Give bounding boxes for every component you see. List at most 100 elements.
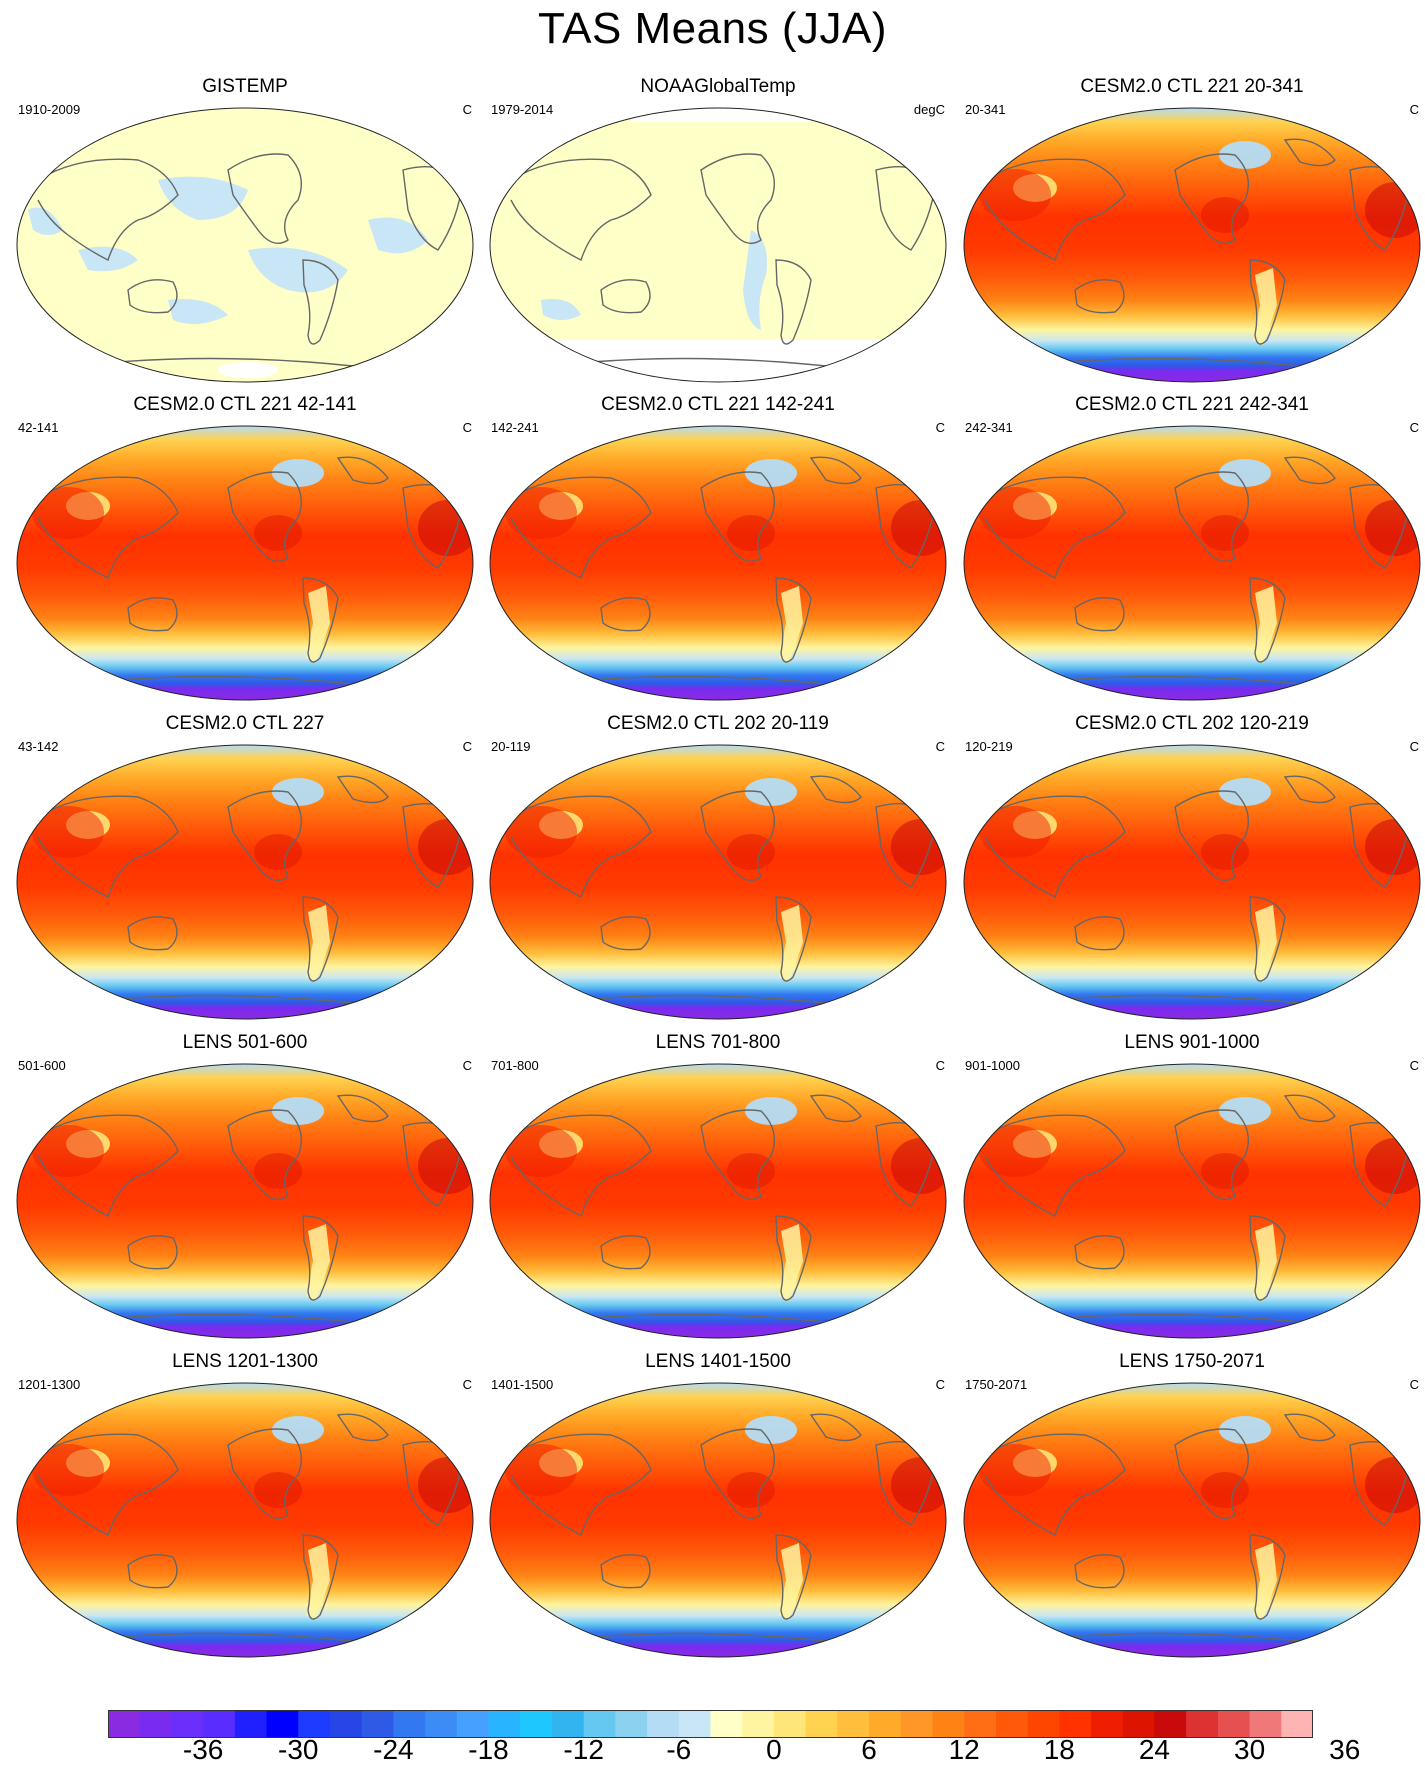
world-map [16,425,474,701]
panel-units: C [1409,102,1419,117]
colorbar-tick-label: 12 [948,1734,980,1765]
panel-period: 20-341 [965,102,1006,117]
panel-title: LENS 1750-2071 [1119,1351,1265,1372]
panel-period: 42-141 [18,420,59,435]
panel-period: 1201-1300 [18,1377,81,1392]
map-border [489,425,947,701]
map-field [17,108,473,382]
colorbar-swatch [710,1710,743,1738]
map-field [17,1064,473,1338]
panel-units: C [1409,420,1419,435]
panel-period: 142-241 [491,420,539,435]
colorbar-swatch [869,1710,902,1738]
panel-period: 1979-2014 [491,102,554,117]
map-border [16,425,474,701]
map-panel: LENS 1201-1300 1201-1300 C [8,1349,482,1658]
panel-title: NOAAGlobalTemp [640,76,796,97]
panel-title: CESM2.0 CTL 221 142-241 [601,394,835,415]
map-panel: CESM2.0 CTL 221 20-341 20-341 C [955,74,1425,383]
world-map [963,107,1421,383]
world-map [489,1382,947,1658]
panel-units: C [935,1058,945,1073]
colorbar-swatch [108,1710,141,1738]
map-panel: CESM2.0 CTL 221 42-141 42-141 C [8,392,482,701]
colorbar-swatch [995,1710,1029,1738]
world-map [963,1063,1421,1339]
map-field [964,426,1420,700]
panel-title: CESM2.0 CTL 221 20-341 [1080,76,1304,97]
map-border [16,1063,474,1339]
colorbar-swatch [583,1710,616,1738]
panel-period: 1401-1500 [491,1377,554,1392]
map-border [963,1382,1421,1658]
panel-units: C [462,739,472,754]
panel-period: 1750-2071 [965,1377,1028,1392]
panel-title: CESM2.0 CTL 202 120-219 [1075,713,1309,734]
map-field [490,1383,946,1657]
colorbar-swatch [1059,1710,1092,1738]
colorbar-swatch [425,1710,458,1738]
panel-units: C [1409,1058,1419,1073]
panel-title: LENS 501-600 [182,1032,308,1053]
panel-units: C [462,420,472,435]
map-field [964,108,1420,382]
panel-period: 701-800 [491,1058,539,1073]
colorbar-swatch [171,1710,204,1738]
map-border [489,1063,947,1339]
panel-title: CESM2.0 CTL 221 42-141 [133,394,357,415]
colorbar-swatch [361,1710,394,1738]
colorbar-swatch [742,1710,775,1738]
map-border [963,744,1421,1020]
colorbar-swatch [1027,1710,1060,1738]
map-field [17,1383,473,1657]
panel-units: C [935,420,945,435]
map-border [963,1063,1421,1339]
panel-units: degC [913,102,945,117]
colorbar-swatch [1154,1710,1187,1738]
map-border [489,107,947,383]
colorbar-swatch [932,1710,965,1738]
panel-title: GISTEMP [202,76,288,97]
map-border [489,744,947,1020]
panel-title: LENS 901-1000 [1124,1032,1260,1053]
colorbar-tick-label: 24 [1138,1734,1171,1765]
colorbar-swatch [266,1710,299,1738]
panel-units: C [1409,1377,1419,1392]
map-border [963,107,1421,383]
panel-period: 1910-2009 [18,102,81,117]
colorbar-tick-label: 18 [1043,1734,1075,1765]
colorbar-swatch [520,1710,553,1738]
colorbar-swatch [234,1710,268,1738]
map-border [16,107,474,383]
colorbar-swatch [1186,1710,1219,1738]
colorbar-swatch [1122,1710,1155,1738]
map-field [17,426,473,700]
figure-title: TAS Means (JJA) [538,4,887,53]
map-panel: CESM2.0 CTL 227 43-142 C [8,711,482,1020]
panel-period: 501-600 [18,1058,66,1073]
map-field [490,745,946,1019]
panel-title: LENS 701-800 [655,1032,781,1053]
map-panel: CESM2.0 CTL 221 242-341 242-341 C [955,392,1425,701]
map-border [489,1382,947,1658]
world-map [489,1063,947,1339]
colorbar-swatch [1091,1710,1124,1738]
world-map [16,1063,474,1339]
map-panel: CESM2.0 CTL 202 20-119 20-119 C [481,711,955,1020]
panel-title: CESM2.0 CTL 202 20-119 [607,713,829,734]
colorbar-tick-label: 30 [1234,1734,1266,1765]
panel-period: 242-341 [965,420,1013,435]
colorbar-swatch [837,1710,870,1738]
world-map [489,107,947,383]
colorbar-tick-label: -18 [468,1734,509,1765]
colorbar-swatch [203,1710,236,1738]
map-panel: LENS 701-800 701-800 C [481,1030,955,1339]
colorbar-swatch [773,1710,807,1738]
panel-units: C [1409,739,1419,754]
panel-period: 20-119 [491,739,531,754]
map-panel: LENS 1401-1500 1401-1500 C [481,1349,955,1658]
map-panel: CESM2.0 CTL 202 120-219 120-219 C [955,711,1425,1020]
map-field [490,426,946,700]
colorbar-swatch [329,1710,363,1738]
world-map [16,107,474,383]
